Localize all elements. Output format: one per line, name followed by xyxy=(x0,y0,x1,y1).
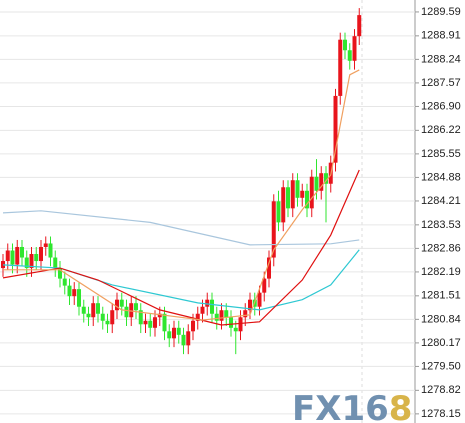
candle-body xyxy=(186,331,191,346)
candle-body xyxy=(243,310,248,318)
candle-body xyxy=(224,310,229,318)
y-tick-label: 1289.59 xyxy=(421,6,461,18)
candle-body xyxy=(15,246,20,265)
y-tick-label: 1288.91 xyxy=(421,30,461,42)
candle-body xyxy=(238,317,243,332)
candle-body xyxy=(81,306,86,314)
candle-body xyxy=(324,173,328,184)
candle-body xyxy=(205,299,210,307)
candle-body xyxy=(110,310,115,325)
candle-body xyxy=(281,187,286,223)
y-tick-label: 1280.17 xyxy=(421,337,461,349)
candle-body xyxy=(43,243,48,247)
candle-body xyxy=(200,306,205,314)
candle-body xyxy=(129,303,134,318)
candle-body xyxy=(143,320,148,325)
y-tick-label: 1284.88 xyxy=(421,171,461,183)
candle-body xyxy=(262,278,267,293)
candle-body xyxy=(5,250,10,262)
candle-body xyxy=(62,278,67,286)
candle-body xyxy=(300,190,305,198)
candle-body xyxy=(148,320,153,328)
candle-body xyxy=(29,254,34,269)
candle-body xyxy=(276,201,281,223)
y-tick-label: 1280.84 xyxy=(421,313,461,325)
candle-body xyxy=(176,327,181,335)
candle-body xyxy=(267,257,271,279)
watermark-text: FX16 xyxy=(292,389,389,423)
candle-body xyxy=(153,317,157,328)
candle-body xyxy=(100,313,105,321)
candle-body xyxy=(309,176,314,209)
candle-body xyxy=(357,15,362,37)
candle-body xyxy=(10,250,15,265)
candle-body xyxy=(124,306,129,318)
candle-body xyxy=(181,334,186,346)
moving-average xyxy=(3,69,360,321)
y-tick-label: 1284.21 xyxy=(421,195,461,207)
candle-body xyxy=(352,36,357,61)
y-tick-label: 1281.51 xyxy=(421,290,461,302)
candle-body xyxy=(1,261,5,269)
candle-body xyxy=(39,246,43,262)
candle-body xyxy=(72,289,77,297)
candle-body xyxy=(295,180,300,198)
candle-body xyxy=(24,257,29,269)
candle-body xyxy=(290,180,295,209)
candle-body xyxy=(338,39,343,96)
y-tick-label: 1283.53 xyxy=(421,219,461,231)
candle-body xyxy=(214,313,219,321)
candle-body xyxy=(210,299,214,314)
candle-body xyxy=(20,246,24,258)
candle-body xyxy=(195,313,200,321)
candle-body xyxy=(34,254,39,262)
candle-body xyxy=(333,95,338,163)
candle-body xyxy=(53,257,58,269)
candle-body xyxy=(191,320,195,332)
candle-body xyxy=(134,303,138,311)
candle-body xyxy=(91,303,96,318)
candle-body xyxy=(167,331,172,339)
moving-average xyxy=(2,210,360,246)
watermark: FX168 xyxy=(292,389,412,423)
y-tick-label: 1279.50 xyxy=(421,360,461,372)
candle-body xyxy=(271,201,276,258)
candle-body xyxy=(58,268,62,279)
candle-body xyxy=(286,187,290,209)
candle-body xyxy=(233,327,238,332)
y-tick-label: 1282.86 xyxy=(421,242,461,254)
y-tick-label: 1278.15 xyxy=(421,408,461,420)
y-tick-label: 1286.90 xyxy=(421,100,461,112)
watermark-accent: 8 xyxy=(389,389,413,423)
candle-body xyxy=(172,327,176,339)
candle-body xyxy=(77,289,81,307)
candle-body xyxy=(105,320,110,325)
candle-body xyxy=(305,190,309,209)
candle-body xyxy=(257,292,262,307)
y-tick-label: 1278.82 xyxy=(421,384,461,396)
moving-average xyxy=(2,169,360,326)
y-tick-label: 1288.24 xyxy=(421,53,461,65)
candle-body xyxy=(67,285,72,297)
candle-body xyxy=(96,303,100,314)
y-tick-label: 1285.55 xyxy=(421,148,461,160)
candle-body xyxy=(347,50,352,61)
candle-body xyxy=(138,310,143,325)
y-tick-label: 1287.57 xyxy=(421,77,461,89)
candle-body xyxy=(48,243,53,258)
y-tick-label: 1282.19 xyxy=(421,266,461,278)
candle-body xyxy=(319,173,324,191)
candle-body xyxy=(86,313,91,318)
candle-body xyxy=(119,299,124,307)
candle-body xyxy=(115,299,119,311)
candle-body xyxy=(219,310,224,321)
candle-body xyxy=(248,299,252,311)
candle-body xyxy=(162,313,167,332)
candle-body xyxy=(343,39,347,51)
y-tick-label: 1286.22 xyxy=(421,124,461,136)
candle-body xyxy=(229,317,233,328)
candle-body xyxy=(314,176,319,191)
candle-body xyxy=(157,313,162,318)
